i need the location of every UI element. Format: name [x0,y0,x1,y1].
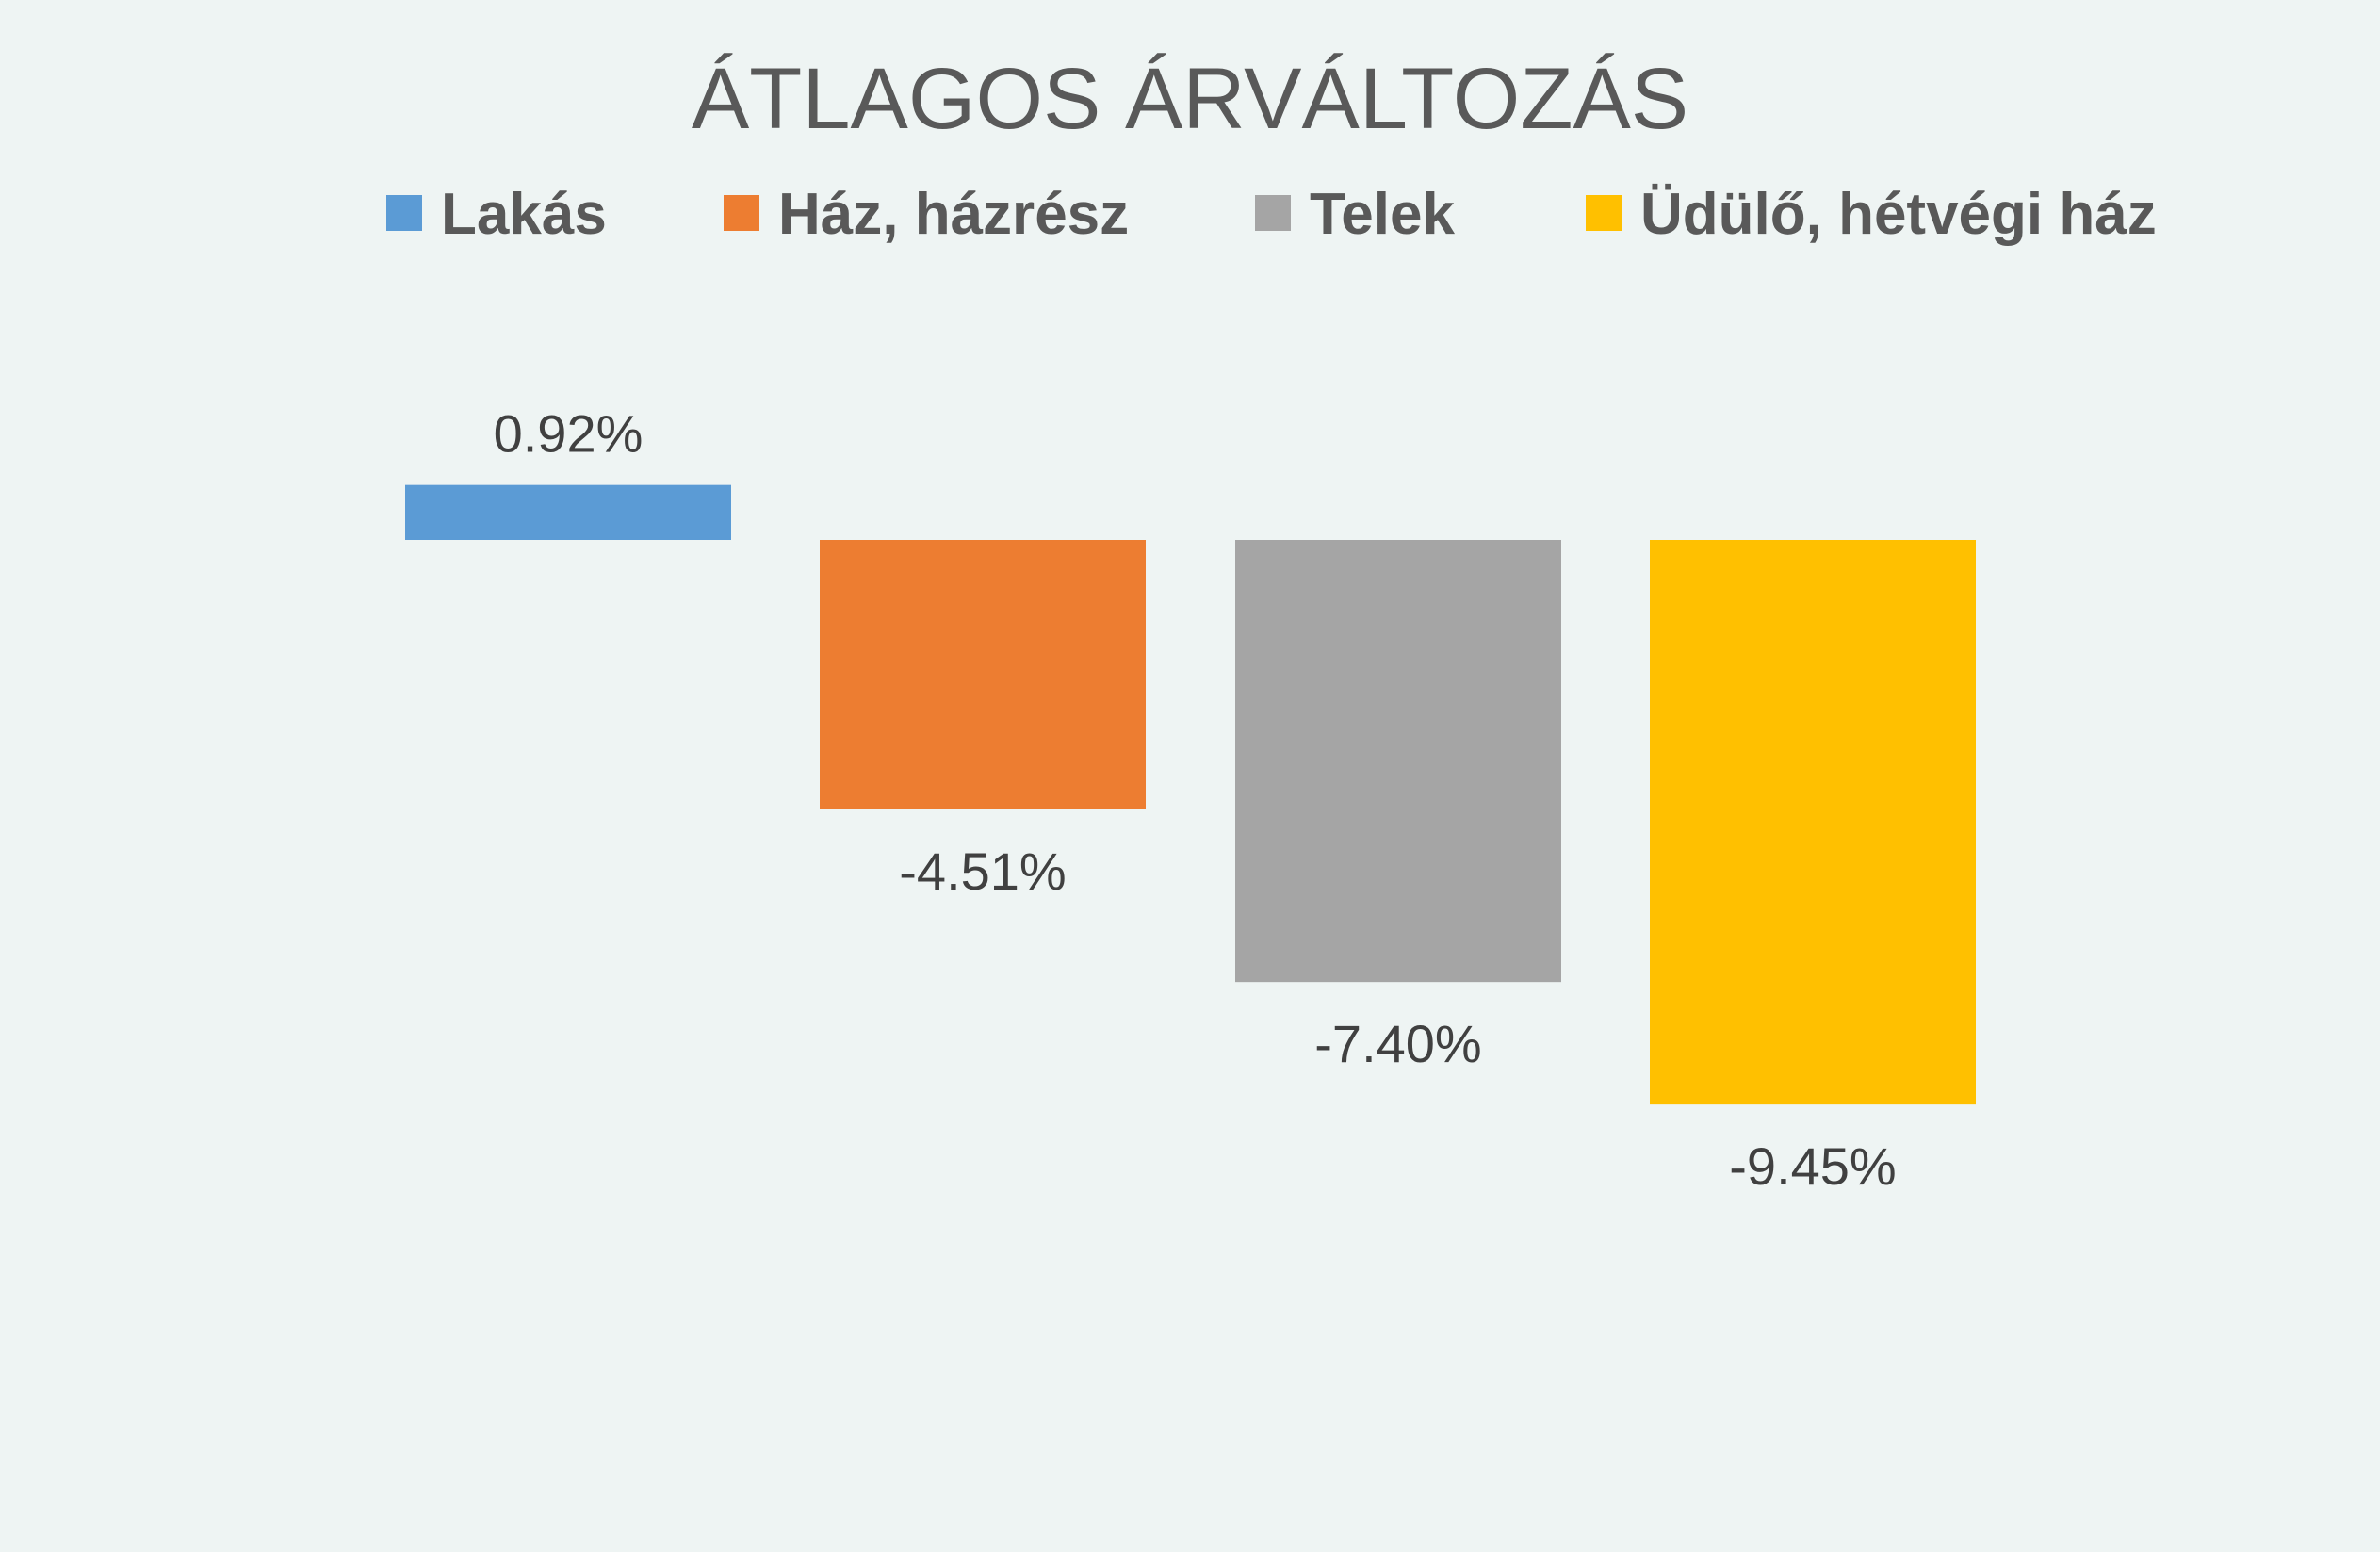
legend: Lakás Ház, házrész Telek Üdülő, hétvégi ház [386,182,2157,247]
legend-swatch-udulo-hetvegi-haz [1586,195,1622,231]
bar-haz-hazresz [820,540,1146,809]
legend-label-telek: Telek [1310,182,1455,247]
data-label-haz-hazresz: -4.51% [899,841,1066,901]
data-labels: 0.92% -4.51% -7.40% -9.45% [494,404,1897,1196]
legend-swatch-lakas [386,195,422,231]
legend-swatch-telek [1255,195,1291,231]
legend-label-haz-hazresz: Ház, házrész [778,182,1129,247]
bar-udulo-hetvegi-haz [1650,540,1976,1105]
legend-swatch-haz-hazresz [724,195,759,231]
data-label-udulo-hetvegi-haz: -9.45% [1729,1136,1896,1196]
legend-label-lakas: Lakás [441,182,607,247]
bars [405,484,1976,1105]
legend-label-udulo-hetvegi-haz: Üdülő, hétvégi ház [1640,182,2157,247]
chart-title: ÁTLAGOS ÁRVÁLTOZÁS [692,51,1688,147]
bar-lakas [405,484,731,540]
bar-telek [1235,540,1561,983]
data-label-lakas: 0.92% [494,404,644,464]
data-label-telek: -7.40% [1314,1014,1481,1073]
